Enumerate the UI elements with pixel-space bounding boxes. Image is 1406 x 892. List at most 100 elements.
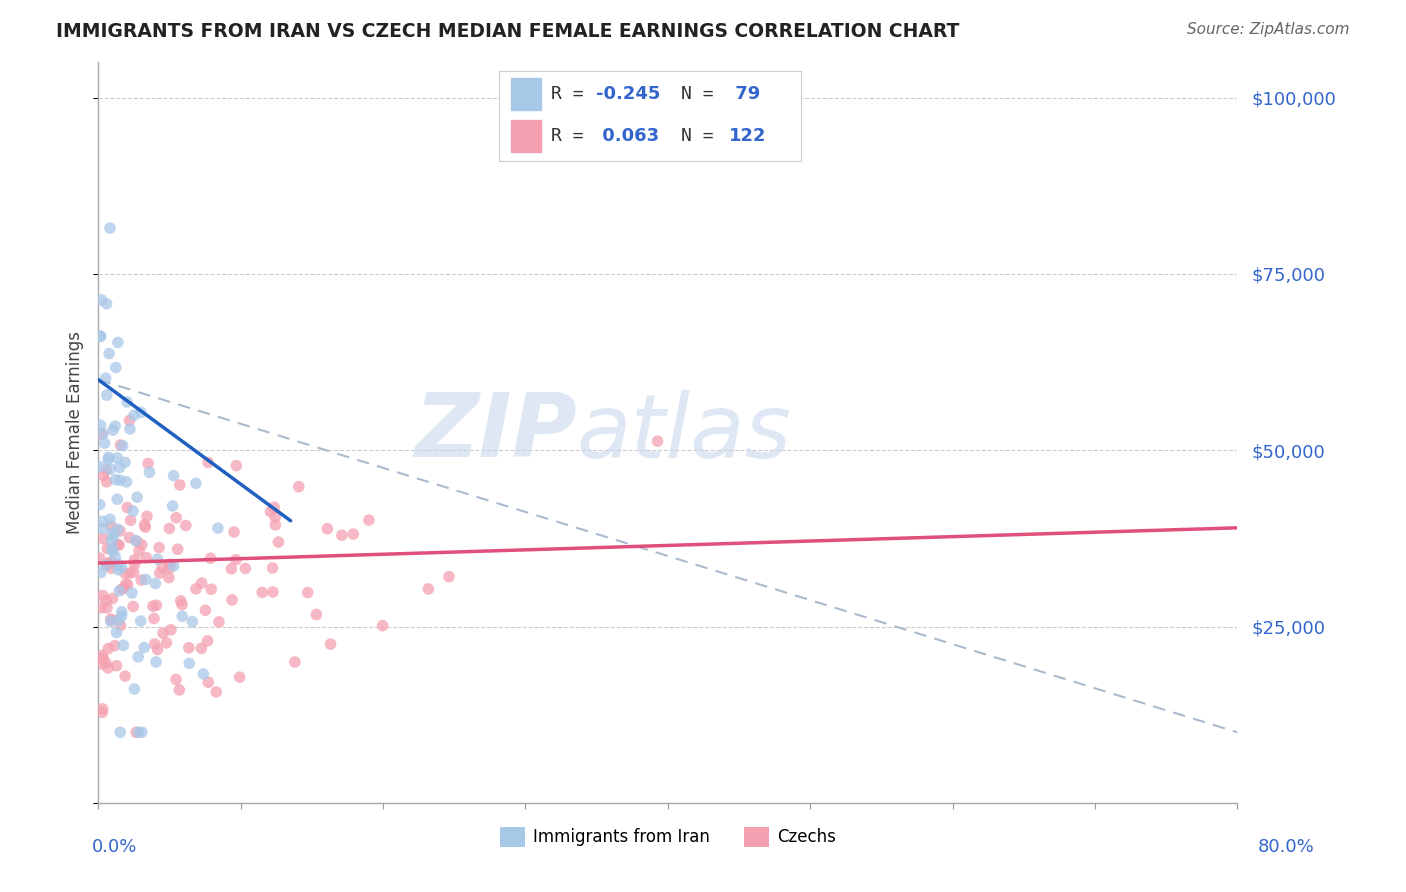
Point: [101, 526, 124, 541]
Text: ZIP: ZIP: [413, 389, 576, 476]
Point: [100, 519, 122, 533]
Point: [104, 549, 127, 564]
Text: 122: 122: [728, 127, 766, 145]
Point: [108, 538, 131, 552]
Point: [287, 480, 309, 494]
Point: [115, 576, 138, 591]
Point: [105, 658, 128, 673]
Text: 0.063: 0.063: [596, 127, 659, 145]
Point: [145, 576, 167, 591]
Legend: Immigrants from Iran, Czechs: Immigrants from Iran, Czechs: [494, 820, 842, 854]
Point: [162, 468, 184, 483]
Point: [96, 541, 118, 556]
Point: [101, 544, 124, 558]
Point: [264, 509, 287, 524]
Point: [125, 534, 148, 549]
Point: [177, 640, 200, 655]
Point: [111, 439, 134, 453]
Point: [94, 593, 117, 607]
Point: [94, 371, 117, 385]
Text: -0.245: -0.245: [596, 85, 661, 103]
Point: [105, 450, 128, 465]
Point: [112, 581, 135, 595]
Point: [250, 585, 273, 599]
Point: [357, 513, 380, 527]
Point: [342, 527, 364, 541]
Point: [107, 563, 129, 577]
Point: [146, 552, 169, 566]
Point: [135, 573, 157, 587]
Point: [264, 517, 287, 532]
Point: [197, 455, 219, 469]
Point: [100, 615, 122, 629]
Point: [120, 513, 142, 527]
Point: [90, 566, 112, 580]
Point: [125, 533, 148, 548]
Point: [208, 615, 231, 629]
Point: [115, 475, 138, 489]
Point: [131, 538, 153, 552]
Point: [194, 603, 217, 617]
Point: [143, 611, 166, 625]
Point: [129, 405, 152, 419]
Point: [90, 329, 112, 343]
Point: [97, 661, 120, 675]
Point: [169, 682, 191, 697]
Bar: [512, 78, 541, 110]
Point: [110, 560, 132, 574]
Point: [118, 422, 141, 436]
Point: [284, 655, 307, 669]
Point: [127, 649, 149, 664]
Point: [207, 521, 229, 535]
Point: [118, 531, 141, 545]
Point: [222, 524, 245, 539]
Point: [104, 419, 127, 434]
Point: [157, 571, 180, 585]
Point: [107, 558, 129, 572]
Text: IMMIGRANTS FROM IRAN VS CZECH MEDIAN FEMALE EARNINGS CORRELATION CHART: IMMIGRANTS FROM IRAN VS CZECH MEDIAN FEM…: [56, 22, 960, 41]
Point: [89, 459, 111, 474]
Point: [136, 509, 159, 524]
Point: [157, 521, 180, 535]
Point: [107, 522, 129, 536]
Point: [149, 566, 172, 580]
Point: [174, 518, 197, 533]
Point: [97, 641, 120, 656]
Point: [118, 566, 141, 581]
Point: [418, 582, 440, 596]
Point: [101, 613, 124, 627]
Point: [115, 500, 138, 515]
Point: [112, 638, 135, 652]
Point: [134, 517, 156, 532]
Point: [98, 512, 121, 526]
Point: [91, 651, 114, 665]
Point: [169, 594, 191, 608]
Point: [100, 612, 122, 626]
Point: [165, 510, 187, 524]
Point: [122, 565, 145, 579]
Point: [160, 623, 183, 637]
Point: [127, 490, 149, 504]
Point: [104, 360, 127, 375]
Point: [124, 681, 146, 696]
Point: [184, 582, 207, 596]
Point: [96, 557, 118, 571]
Point: [91, 426, 114, 441]
Point: [184, 476, 207, 491]
Point: [159, 557, 181, 571]
Point: [105, 492, 128, 507]
Point: [91, 648, 114, 663]
Point: [205, 685, 228, 699]
Point: [221, 562, 243, 576]
Point: [262, 561, 284, 575]
Point: [105, 537, 128, 551]
Point: [117, 578, 139, 592]
Point: [98, 556, 121, 570]
Point: [101, 591, 124, 606]
Point: [128, 725, 150, 739]
Point: [121, 586, 143, 600]
Point: [96, 388, 118, 402]
Point: [91, 702, 114, 716]
Point: [111, 582, 134, 597]
Text: N =: N =: [681, 127, 724, 145]
